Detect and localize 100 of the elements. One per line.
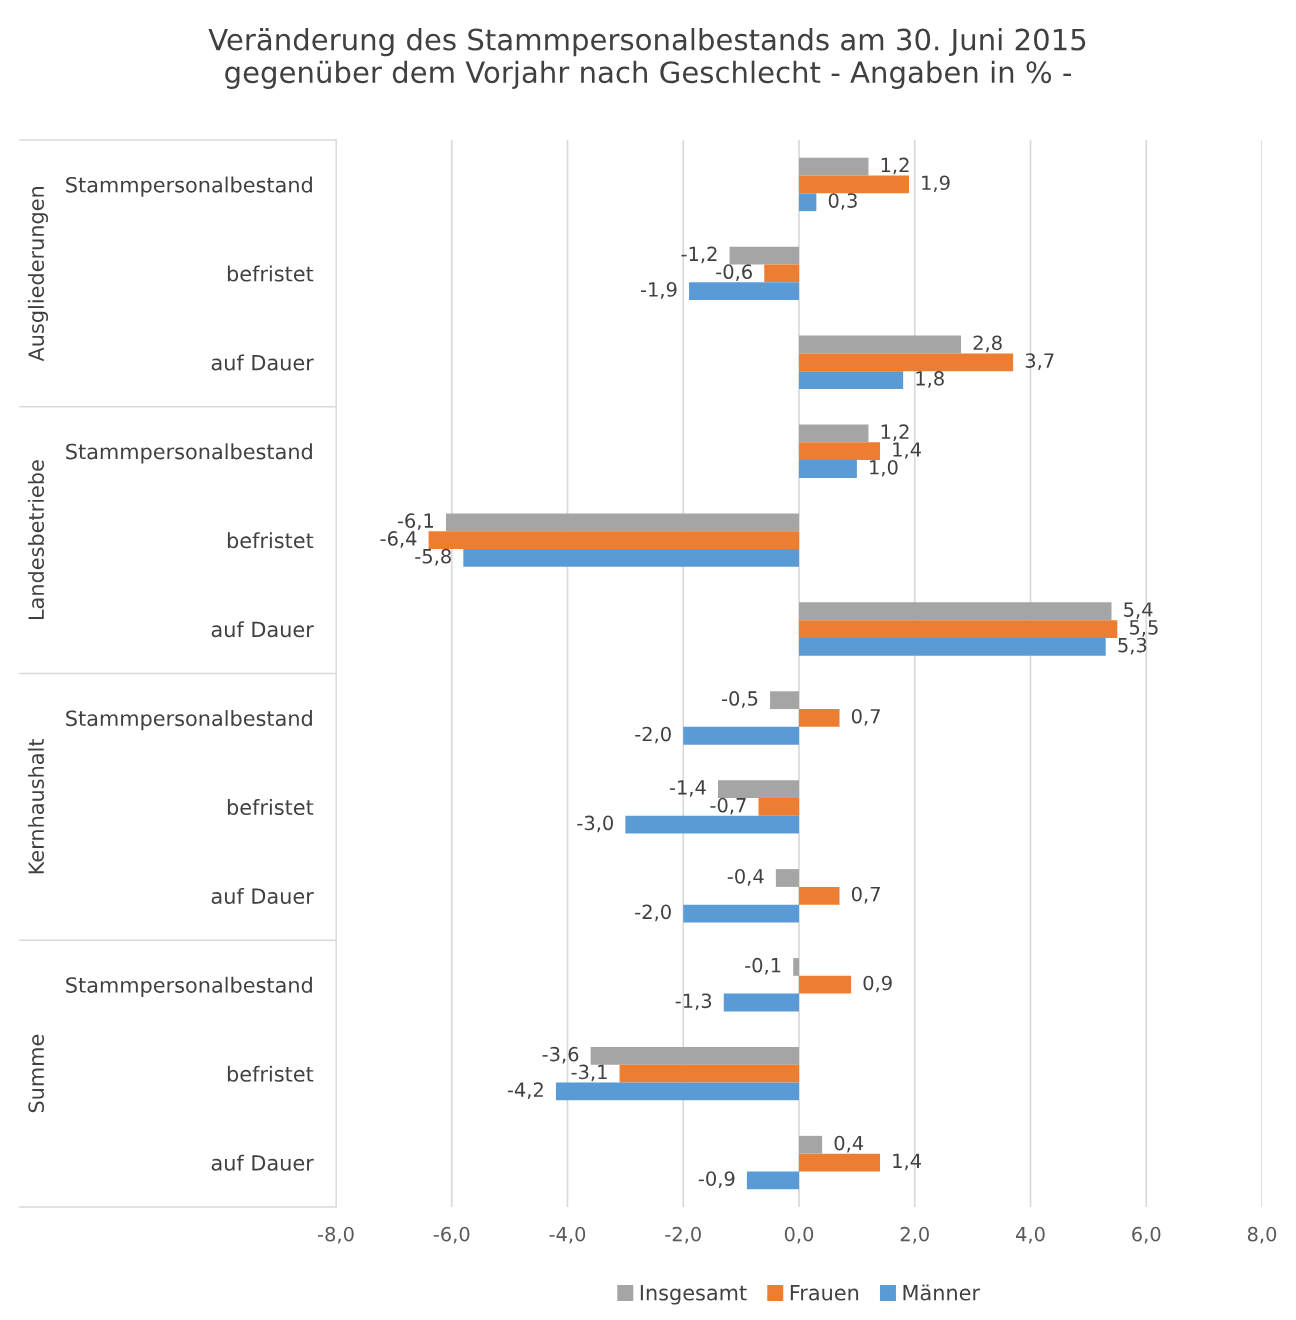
bar bbox=[463, 549, 799, 567]
data-label: 1,2 bbox=[881, 424, 909, 442]
data-label: 1,2 bbox=[881, 157, 909, 175]
y-tick-label: auf Dauer bbox=[211, 621, 314, 638]
data-label: 0,4 bbox=[834, 1135, 864, 1153]
bar bbox=[723, 993, 799, 1012]
data-label: -1,4 bbox=[669, 780, 706, 797]
data-label: 0,7 bbox=[851, 886, 880, 904]
text: Kernhaushalt bbox=[27, 738, 45, 874]
data-label: -4,2 bbox=[507, 1082, 543, 1100]
bar bbox=[770, 691, 799, 710]
bar bbox=[799, 975, 852, 994]
data-label: -5,8 bbox=[415, 548, 451, 566]
chart-title: Veränderung des Stammpersonalbestands am 30. Juni 2015 gegenüber dem Vorjahr nach Geschlecht - Angaben in % - bbox=[208, 28, 1086, 89]
y-tick-label: auf Dauer bbox=[211, 887, 314, 904]
data-label: 1,4 bbox=[893, 442, 921, 459]
y-tick-label: Stammpersonalbestand bbox=[66, 710, 312, 731]
x-tick-label: 2,0 bbox=[900, 1226, 929, 1244]
data-label: 5,3 bbox=[1118, 637, 1147, 655]
x-tick-label: -6,0 bbox=[433, 1226, 470, 1244]
bar bbox=[799, 1153, 881, 1172]
data-label: -2,0 bbox=[635, 904, 671, 922]
data-label: -0,4 bbox=[727, 868, 764, 886]
y-tick-label: befristet bbox=[227, 265, 314, 282]
text: Summe bbox=[28, 1034, 45, 1113]
bar bbox=[764, 264, 799, 283]
bar bbox=[746, 1171, 799, 1190]
data-label: -1,2 bbox=[681, 246, 717, 264]
data-label: -6,1 bbox=[397, 513, 434, 530]
data-label: 1,8 bbox=[916, 371, 944, 388]
bar bbox=[729, 246, 799, 265]
bar bbox=[555, 1082, 799, 1101]
legend-label: Insgesamt bbox=[640, 1285, 747, 1305]
data-label: 1,4 bbox=[893, 1153, 921, 1171]
bar bbox=[625, 815, 799, 834]
y-tick-label: befristet bbox=[227, 532, 314, 549]
x-tick-label: 4,0 bbox=[1015, 1226, 1045, 1244]
data-label: -0,9 bbox=[698, 1171, 735, 1188]
bar bbox=[799, 460, 857, 478]
bar bbox=[799, 193, 817, 212]
bar bbox=[799, 353, 1014, 372]
bar bbox=[799, 442, 881, 461]
bar bbox=[619, 1064, 799, 1083]
data-label: 0,3 bbox=[828, 193, 857, 210]
bar bbox=[799, 371, 904, 389]
x-tick-label: -8,0 bbox=[317, 1226, 354, 1244]
data-label: 5,5 bbox=[1129, 620, 1158, 637]
bar bbox=[799, 620, 1118, 638]
data-label: 5,4 bbox=[1124, 602, 1153, 619]
data-label: 0,7 bbox=[851, 708, 880, 726]
y-tick-label: Stammpersonalbestand bbox=[66, 976, 312, 997]
bar bbox=[799, 424, 869, 443]
bar bbox=[799, 637, 1106, 656]
y-tick-label: auf Dauer bbox=[211, 1154, 314, 1171]
bar bbox=[445, 513, 799, 532]
y-tick-label: Stammpersonalbestand bbox=[66, 176, 312, 197]
data-label: 0,9 bbox=[863, 975, 892, 993]
bar bbox=[799, 886, 840, 905]
text: Ausgliederungen bbox=[27, 187, 49, 362]
data-label: -0,7 bbox=[710, 797, 746, 815]
data-label: -1,3 bbox=[675, 993, 712, 1011]
data-label: -6,4 bbox=[380, 531, 417, 548]
bar bbox=[428, 531, 799, 550]
data-label: -0,6 bbox=[716, 264, 752, 281]
data-label: -3,0 bbox=[577, 815, 613, 833]
bar bbox=[799, 602, 1112, 621]
bar bbox=[775, 869, 799, 887]
bar bbox=[799, 709, 840, 727]
bar bbox=[683, 726, 799, 745]
data-label: -3,6 bbox=[542, 1046, 579, 1064]
bar bbox=[590, 1046, 799, 1065]
bar bbox=[717, 780, 799, 798]
y-tick-label: befristet bbox=[227, 1065, 314, 1082]
x-tick-label: 0,0 bbox=[784, 1226, 814, 1244]
data-label: 3,7 bbox=[1025, 353, 1054, 370]
x-tick-label: -2,0 bbox=[665, 1226, 701, 1244]
bar bbox=[683, 904, 799, 923]
data-label: -0,1 bbox=[745, 957, 781, 975]
data-label: -3,1 bbox=[571, 1064, 607, 1082]
bar bbox=[799, 335, 962, 354]
bar bbox=[799, 1135, 823, 1154]
text: Landesbetriebe bbox=[27, 460, 45, 620]
data-label: -1,9 bbox=[640, 282, 677, 299]
data-label: 1,9 bbox=[922, 175, 950, 193]
legend-label: Männer bbox=[903, 1284, 981, 1301]
legend-label: Frauen bbox=[790, 1285, 859, 1301]
y-tick-label: Stammpersonalbestand bbox=[66, 443, 312, 464]
bar bbox=[689, 282, 799, 301]
x-tick-label: 6,0 bbox=[1132, 1226, 1161, 1244]
data-label: -0,5 bbox=[721, 691, 758, 708]
bar bbox=[799, 157, 869, 176]
bar bbox=[758, 797, 799, 816]
y-tick-label: auf Dauer bbox=[211, 354, 314, 371]
data-label: -2,0 bbox=[635, 726, 671, 744]
x-tick-label: -4,0 bbox=[549, 1226, 586, 1244]
data-label: 2,8 bbox=[973, 335, 1002, 353]
bar bbox=[799, 175, 909, 194]
y-tick-label: befristet bbox=[227, 798, 314, 816]
x-tick-label: 8,0 bbox=[1247, 1226, 1277, 1244]
bar bbox=[793, 958, 799, 976]
